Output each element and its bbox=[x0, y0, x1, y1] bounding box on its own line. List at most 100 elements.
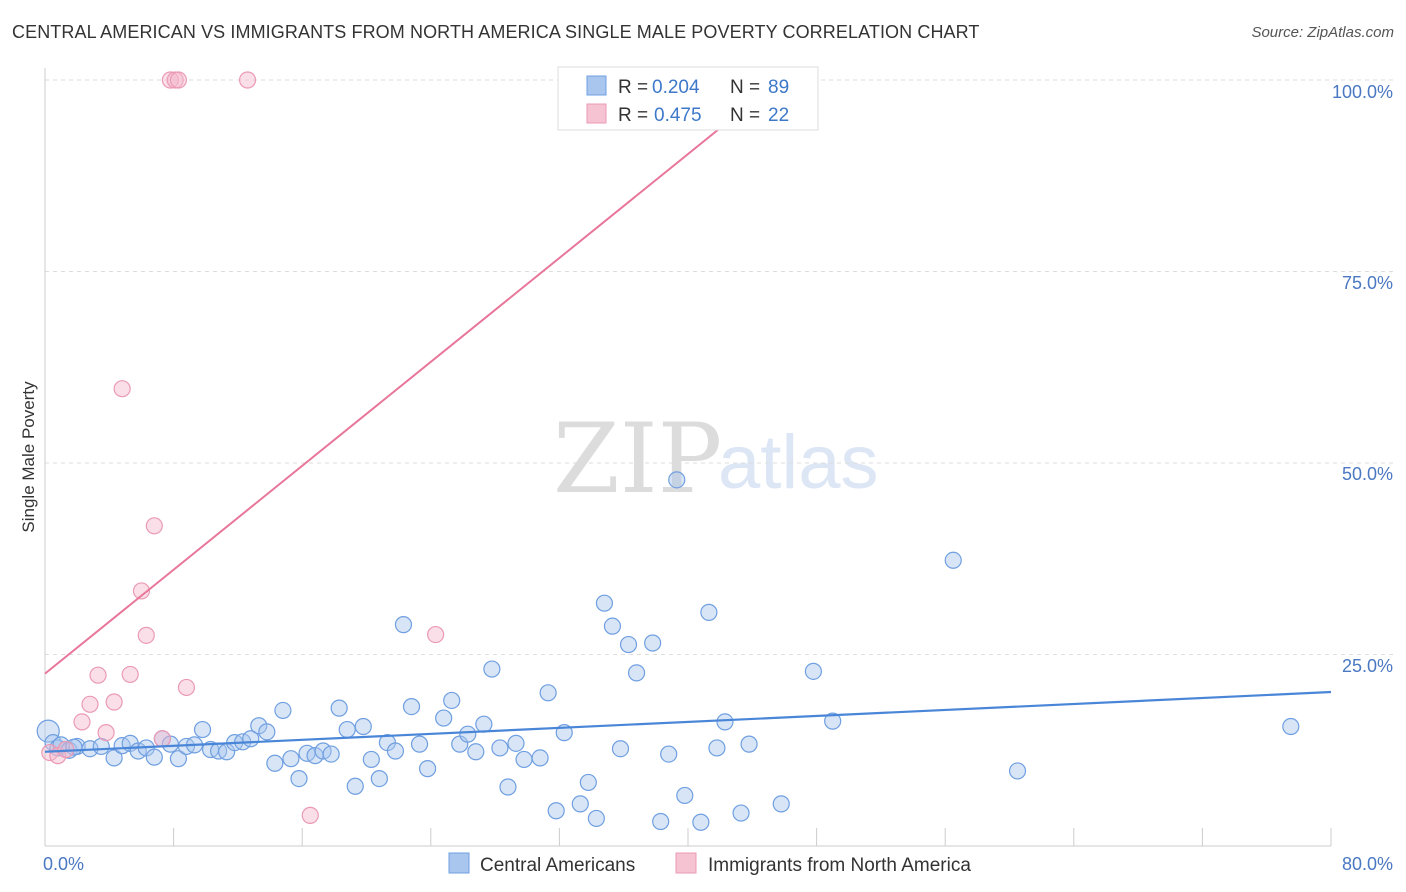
central-americans-point bbox=[475, 715, 493, 733]
series-central-americans-points bbox=[36, 471, 1300, 831]
bottom-legend-swatch-blue bbox=[448, 852, 470, 874]
north-america-point bbox=[89, 666, 107, 684]
north-america-point bbox=[169, 71, 188, 89]
north-america-point bbox=[238, 71, 257, 89]
central-americans-point bbox=[740, 735, 758, 753]
correlation-legend: R = 0.204 N = 89 R = 0.475 N = 22 bbox=[557, 66, 819, 131]
legend-swatch-pink bbox=[586, 103, 607, 124]
legend-r-value-pink: 0.475 bbox=[654, 105, 702, 126]
central-americans-point bbox=[410, 735, 429, 753]
central-americans-point bbox=[274, 701, 292, 720]
central-americans-point bbox=[193, 720, 212, 739]
bottom-legend-swatch-pink bbox=[675, 852, 697, 874]
central-americans-point bbox=[944, 551, 962, 569]
central-americans-point bbox=[483, 660, 501, 678]
central-americans-point bbox=[611, 740, 630, 758]
central-americans-point bbox=[804, 662, 822, 680]
north-america-point bbox=[153, 730, 171, 748]
central-americans-point bbox=[266, 754, 284, 772]
central-americans-point bbox=[571, 795, 589, 813]
legend-r-label-blue: R = bbox=[618, 77, 648, 98]
central-americans-point bbox=[282, 750, 300, 768]
source-label: Source: ZipAtlas.com bbox=[1251, 24, 1394, 41]
trendline-north-america bbox=[44, 79, 781, 675]
central-americans-point bbox=[716, 713, 734, 731]
y-tick-label-50: 50.0% bbox=[1342, 464, 1393, 484]
central-americans-point bbox=[362, 750, 380, 769]
central-americans-point bbox=[531, 749, 549, 767]
central-americans-point bbox=[644, 634, 662, 652]
y-tick-label-75: 75.0% bbox=[1342, 273, 1393, 293]
north-america-point bbox=[97, 724, 115, 742]
central-americans-point bbox=[443, 691, 461, 710]
central-americans-point bbox=[394, 616, 413, 634]
central-americans-point bbox=[402, 697, 421, 716]
gridlines bbox=[45, 79, 1393, 655]
central-americans-point bbox=[652, 812, 670, 831]
central-americans-point bbox=[732, 804, 750, 822]
central-americans-point bbox=[627, 664, 646, 682]
central-americans-point bbox=[459, 725, 477, 743]
x-tick-label-max: 80.0% bbox=[1342, 854, 1393, 874]
central-americans-point bbox=[105, 749, 123, 767]
central-americans-point bbox=[539, 684, 557, 702]
watermark-zip: ZIP bbox=[553, 403, 722, 515]
north-america-point bbox=[301, 806, 319, 824]
central-americans-point bbox=[660, 745, 678, 763]
central-americans-point bbox=[435, 709, 453, 727]
central-americans-point bbox=[676, 786, 694, 805]
central-americans-point bbox=[772, 795, 790, 813]
y-tick-label-25: 25.0% bbox=[1342, 656, 1393, 676]
legend-n-label-blue: N = bbox=[730, 77, 760, 98]
north-america-point bbox=[121, 665, 139, 684]
central-americans-point bbox=[370, 769, 388, 788]
y-axis-label: Single Male Poverty bbox=[19, 381, 38, 533]
central-americans-point bbox=[169, 750, 188, 768]
series-legend: Central Americans Immigrants from North … bbox=[448, 852, 971, 876]
north-america-point bbox=[105, 693, 123, 711]
central-americans-point bbox=[467, 743, 485, 761]
central-americans-point bbox=[499, 778, 517, 796]
x-axis-ticks bbox=[173, 828, 1332, 846]
north-america-point bbox=[73, 713, 91, 731]
north-america-point bbox=[81, 695, 99, 713]
central-americans-point bbox=[418, 760, 437, 778]
trendlines bbox=[44, 79, 1332, 753]
central-americans-point bbox=[145, 748, 163, 766]
chart-title: CENTRAL AMERICAN VS IMMIGRANTS FROM NORT… bbox=[12, 22, 980, 42]
central-americans-point bbox=[330, 699, 348, 717]
y-tick-labels: 25.0% 50.0% 75.0% 100.0% bbox=[1332, 82, 1393, 676]
bottom-legend-label-pink: Immigrants from North America bbox=[708, 855, 971, 876]
central-americans-point bbox=[587, 809, 605, 828]
bottom-legend-label-blue: Central Americans bbox=[480, 855, 635, 876]
central-americans-point bbox=[36, 719, 60, 743]
series-north-america-points bbox=[41, 71, 777, 824]
legend-swatch-blue bbox=[586, 75, 607, 96]
central-americans-point bbox=[346, 777, 364, 795]
central-americans-point bbox=[258, 723, 276, 741]
north-america-point bbox=[132, 582, 151, 600]
central-americans-point bbox=[322, 745, 340, 763]
central-americans-point bbox=[507, 734, 525, 752]
central-americans-point bbox=[668, 471, 686, 489]
central-americans-point bbox=[338, 720, 356, 739]
central-americans-point bbox=[603, 617, 622, 635]
north-america-point bbox=[145, 517, 163, 535]
central-americans-point bbox=[386, 742, 405, 760]
x-tick-label-min: 0.0% bbox=[43, 854, 84, 874]
legend-r-value-blue: 0.204 bbox=[652, 77, 700, 98]
central-americans-point bbox=[700, 603, 718, 621]
north-america-point bbox=[113, 380, 131, 398]
central-americans-point bbox=[290, 769, 308, 788]
central-americans-point bbox=[824, 712, 842, 730]
central-americans-point bbox=[491, 739, 509, 757]
central-americans-point bbox=[595, 594, 614, 612]
watermark: ZIP atlas bbox=[553, 403, 879, 515]
central-americans-point bbox=[579, 773, 597, 792]
y-tick-label-100: 100.0% bbox=[1332, 82, 1393, 102]
central-americans-point bbox=[619, 635, 638, 654]
legend-n-value-pink: 22 bbox=[768, 105, 789, 126]
legend-n-value-blue: 89 bbox=[768, 77, 789, 98]
central-americans-point bbox=[547, 802, 565, 820]
north-america-point bbox=[177, 678, 196, 697]
